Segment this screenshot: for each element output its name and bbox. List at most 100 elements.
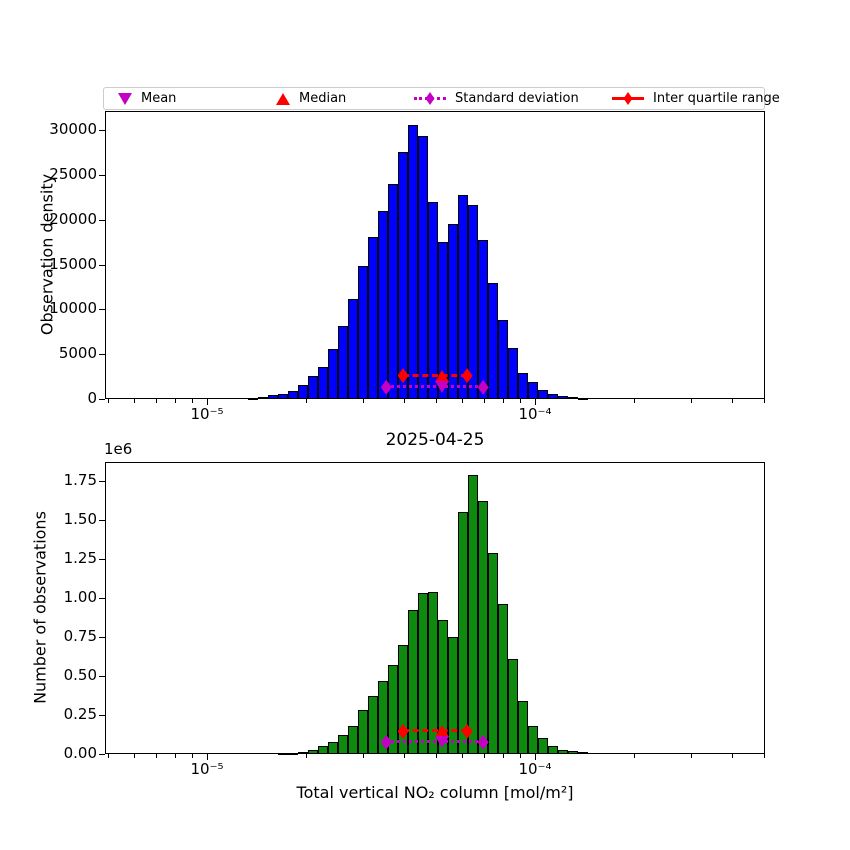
y-tick-label: 1.75 — [63, 471, 97, 489]
x-minor-tick — [436, 754, 438, 758]
histogram-bar — [438, 619, 449, 754]
histogram-bar — [428, 201, 439, 399]
histogram-bar — [578, 398, 589, 400]
x-major-tick — [207, 399, 208, 405]
histogram-bar — [488, 552, 499, 754]
iqr-marker-icon — [612, 92, 644, 105]
mean-marker-icon — [118, 92, 132, 105]
y-tick-label: 15000 — [49, 254, 97, 273]
x-minor-tick — [436, 399, 438, 403]
std-marker-icon — [414, 92, 446, 105]
x-minor-tick — [404, 399, 406, 403]
y-tick — [99, 481, 105, 482]
x-minor-tick — [732, 754, 734, 758]
y-tick — [99, 598, 105, 599]
x-tick-label: 10⁻⁴ — [518, 405, 552, 423]
x-minor-tick — [191, 399, 193, 403]
x-minor-tick — [764, 754, 766, 758]
x-minor-tick — [175, 399, 177, 403]
x-minor-tick — [503, 399, 505, 403]
histogram-bar — [278, 393, 289, 399]
legend-entry-std: Standard deviation — [414, 88, 579, 109]
legend-label-median: Median — [299, 91, 347, 106]
legend: Mean Median Standard deviation Inter qua… — [103, 87, 780, 110]
histogram-bar — [448, 224, 459, 399]
x-minor-tick — [404, 754, 406, 758]
y-tick-label: 20000 — [49, 209, 97, 228]
legend-label-mean: Mean — [141, 91, 177, 106]
x-minor-tick — [363, 399, 365, 403]
histogram-bar — [418, 593, 429, 754]
y-tick — [99, 559, 105, 560]
histogram-bar — [408, 610, 419, 754]
histogram-bar — [508, 348, 519, 399]
histogram-bar — [318, 366, 329, 399]
x-minor-tick — [305, 399, 307, 403]
x-tick-label: 10⁻⁵ — [190, 760, 224, 778]
histogram-bar — [388, 665, 399, 754]
std-range-line — [386, 385, 484, 389]
x-minor-tick — [519, 399, 521, 403]
legend-entry-median: Median — [276, 88, 346, 109]
histogram-bar — [408, 124, 419, 399]
std-lower-marker — [380, 379, 392, 395]
y-tick — [99, 399, 105, 400]
histogram-bar — [358, 266, 369, 399]
histogram-bar — [568, 397, 579, 400]
x-axis-label: Total vertical NO₂ column [mol/m²] — [296, 783, 574, 802]
histogram-bar — [458, 512, 469, 754]
histogram-bar — [298, 751, 309, 754]
histogram-bar — [558, 396, 569, 399]
histogram-bar — [288, 390, 299, 399]
y-tick-label: 1.25 — [63, 549, 97, 567]
histogram-bar — [278, 753, 289, 755]
y-tick-label: 10000 — [49, 299, 97, 318]
x-minor-tick — [633, 399, 635, 403]
histogram-bar — [528, 725, 539, 754]
x-minor-tick — [764, 399, 766, 403]
x-minor-tick — [175, 754, 177, 758]
legend-label-iqr: Inter quartile range — [653, 91, 780, 106]
iqr-range-line — [403, 729, 468, 733]
histogram-bar — [428, 591, 439, 754]
median-marker — [435, 725, 450, 738]
histogram-bar — [538, 738, 549, 754]
std-upper-marker — [477, 734, 489, 750]
x-major-tick — [207, 754, 208, 760]
y-tick — [99, 130, 105, 131]
x-tick-label: 10⁻⁴ — [518, 760, 552, 778]
histogram-bar — [308, 749, 319, 754]
histogram-bar — [548, 394, 559, 399]
histogram-bar — [558, 749, 569, 754]
x-minor-tick — [732, 399, 734, 403]
histogram-bar — [398, 644, 409, 754]
median-marker-icon — [276, 92, 290, 105]
histogram-bar — [308, 376, 319, 399]
histogram-bar — [328, 348, 339, 399]
y-tick-label: 1.00 — [63, 588, 97, 606]
std-lower-marker — [380, 734, 392, 750]
histogram-bar — [468, 205, 479, 399]
y-tick — [99, 174, 105, 176]
x-minor-tick — [484, 399, 486, 403]
bottom-plot-title: 2025-04-25 — [385, 430, 485, 450]
x-minor-tick — [108, 399, 110, 403]
x-minor-tick — [503, 754, 505, 758]
histogram-bar — [338, 326, 349, 399]
histogram-bar — [368, 236, 379, 399]
histogram-bar — [498, 320, 509, 399]
x-minor-tick — [156, 399, 158, 403]
histogram-bar — [528, 381, 539, 399]
median-marker — [435, 369, 450, 382]
histogram-bar — [548, 746, 559, 754]
legend-entry-mean: Mean — [118, 88, 176, 109]
x-minor-tick — [134, 399, 136, 403]
iqr-lower-marker — [397, 723, 409, 739]
y-tick-label: 0.75 — [63, 627, 97, 645]
histogram-bar — [448, 637, 459, 754]
iqr-upper-marker — [461, 723, 473, 739]
histogram-bar — [498, 604, 509, 754]
histogram-bar — [438, 242, 449, 399]
x-minor-tick — [156, 754, 158, 758]
